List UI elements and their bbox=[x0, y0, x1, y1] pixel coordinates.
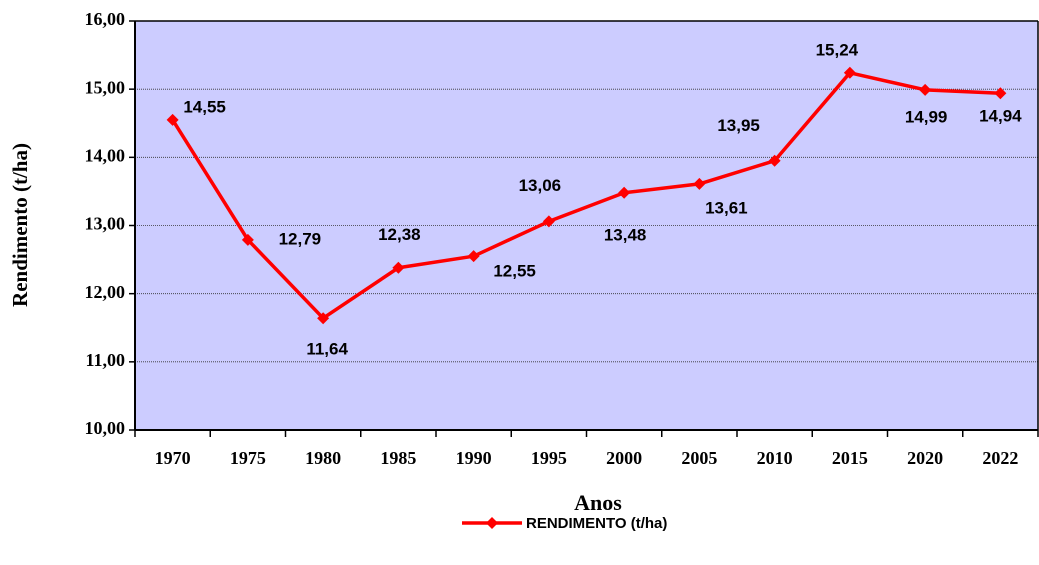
x-axis-title: Anos bbox=[574, 490, 622, 515]
x-tick-label: 2010 bbox=[757, 448, 793, 468]
y-tick-label: 15,00 bbox=[85, 77, 126, 97]
x-tick-label: 1970 bbox=[155, 448, 191, 468]
data-label: 14,99 bbox=[905, 107, 948, 126]
data-label: 13,61 bbox=[705, 198, 748, 217]
y-tick-label: 12,00 bbox=[85, 282, 126, 302]
plot-area bbox=[135, 21, 1038, 430]
marker bbox=[919, 83, 932, 96]
x-tick-label: 2022 bbox=[982, 448, 1018, 468]
data-label: 13,06 bbox=[519, 176, 562, 195]
legend-marker bbox=[486, 517, 498, 529]
data-label: 12,79 bbox=[279, 229, 322, 248]
marker bbox=[693, 177, 706, 190]
data-label: 14,55 bbox=[183, 97, 226, 116]
x-tick-label: 2005 bbox=[681, 448, 717, 468]
marker bbox=[542, 215, 555, 228]
x-tick-label: 2000 bbox=[606, 448, 642, 468]
x-tick-label: 1990 bbox=[456, 448, 492, 468]
x-tick-label: 2020 bbox=[907, 448, 943, 468]
data-label: 15,24 bbox=[816, 40, 859, 59]
data-label: 12,55 bbox=[493, 262, 536, 281]
y-tick-label: 16,00 bbox=[85, 9, 126, 29]
y-tick-label: 13,00 bbox=[85, 214, 126, 234]
data-label: 14,94 bbox=[979, 107, 1022, 126]
marker bbox=[317, 312, 330, 325]
marker bbox=[843, 66, 856, 79]
data-label: 11,64 bbox=[306, 340, 348, 359]
x-tick-label: 1985 bbox=[380, 448, 416, 468]
marker bbox=[392, 261, 405, 274]
x-tick-label: 1975 bbox=[230, 448, 266, 468]
x-tick-label: 1980 bbox=[305, 448, 341, 468]
marker bbox=[166, 113, 179, 126]
y-tick-label: 14,00 bbox=[85, 145, 126, 165]
legend-label: RENDIMENTO (t/ha) bbox=[526, 515, 667, 532]
marker bbox=[618, 186, 631, 199]
data-label: 12,38 bbox=[378, 225, 421, 244]
marker bbox=[467, 250, 480, 263]
y-axis-title: Rendimento (t/ha) bbox=[8, 143, 32, 307]
line bbox=[171, 71, 1001, 320]
y-tick-label: 10,00 bbox=[85, 418, 126, 438]
marker bbox=[241, 233, 254, 246]
data-label: 13,95 bbox=[717, 116, 760, 135]
x-tick-label: 1995 bbox=[531, 448, 567, 468]
x-tick-label: 2015 bbox=[832, 448, 868, 468]
y-tick-label: 11,00 bbox=[85, 350, 125, 370]
marker bbox=[994, 87, 1007, 100]
data-label: 13,48 bbox=[604, 225, 647, 244]
marker bbox=[768, 154, 781, 167]
